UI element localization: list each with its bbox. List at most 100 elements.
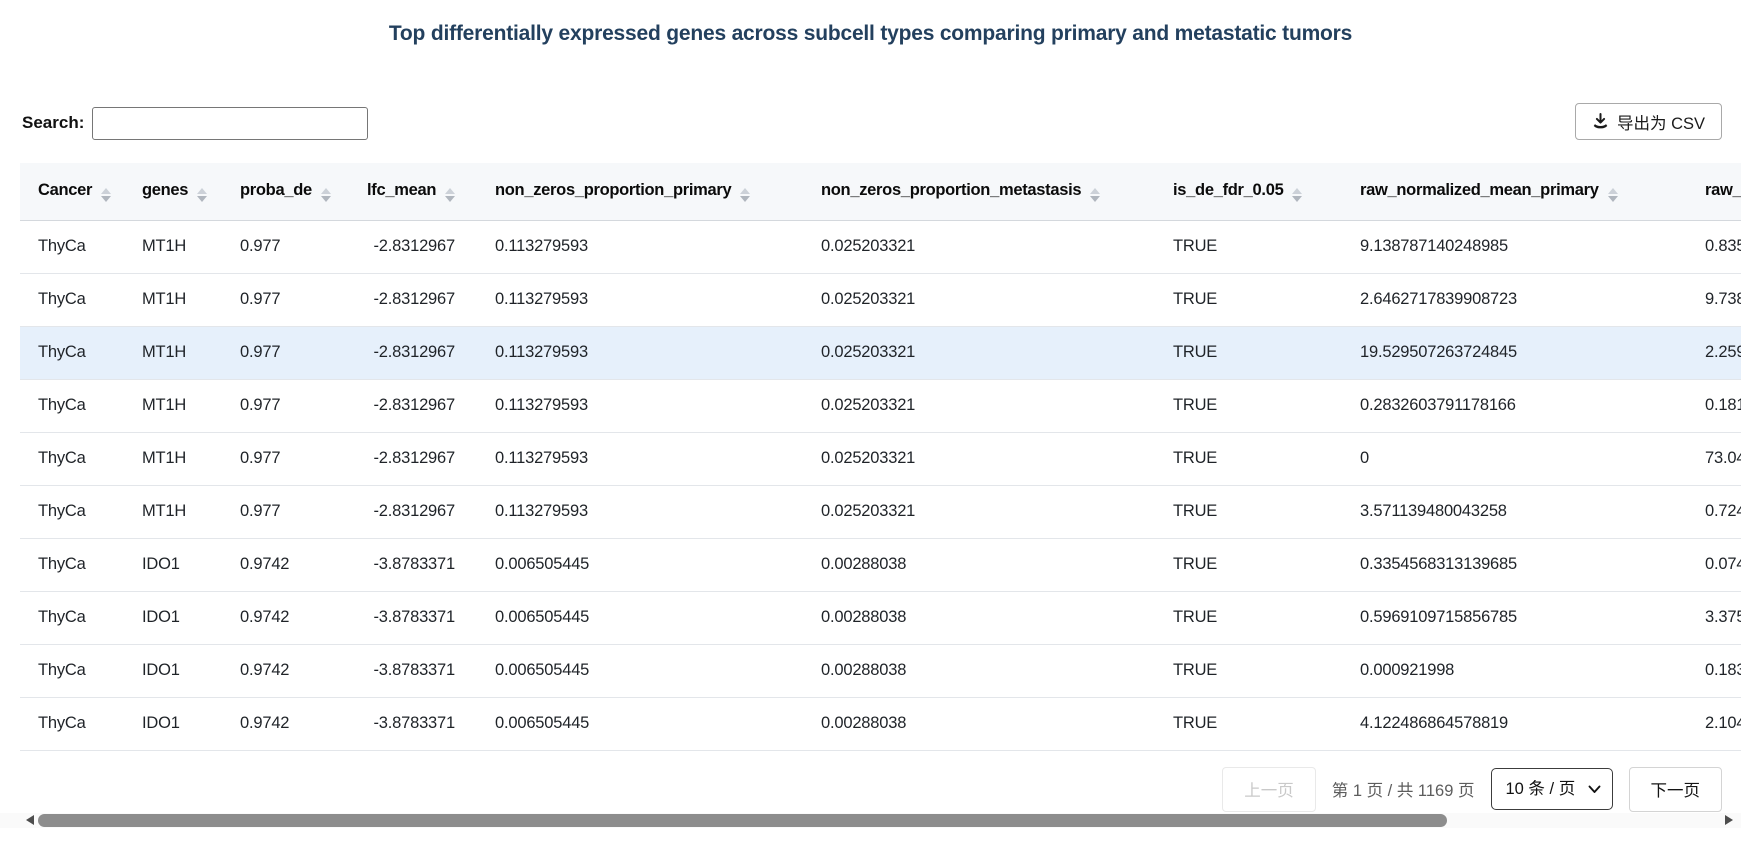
column-header-proba-de[interactable]: proba_de	[222, 163, 349, 221]
export-csv-button[interactable]: 导出为 CSV	[1574, 103, 1722, 140]
cell-non-zeros-proportion-metastasis: 0.025203321	[803, 485, 1155, 539]
cell-is-de-fdr-0-05: TRUE	[1155, 644, 1342, 698]
search-input[interactable]	[92, 106, 369, 140]
column-header-is-de-fdr-0-05[interactable]: is_de_fdr_0.05	[1155, 163, 1342, 221]
cell-non-zeros-proportion-primary: 0.113279593	[477, 485, 803, 539]
cell-is-de-fdr-0-05: TRUE	[1155, 432, 1342, 486]
cell-genes: MT1H	[124, 379, 222, 433]
cell-proba-de: 0.977	[222, 273, 349, 327]
cell-lfc-mean: -3.8783371	[349, 697, 477, 751]
cell-raw: 0.181	[1687, 379, 1741, 433]
cell-proba-de: 0.977	[222, 485, 349, 539]
cell-non-zeros-proportion-metastasis: 0.00288038	[803, 644, 1155, 698]
table-header-row: Cancer genes proba_de lfc_mean non_zeros_pro…	[20, 163, 1741, 221]
column-header-non-zeros-proportion-metastasis[interactable]: non_zeros_proportion_metastasis	[803, 163, 1155, 221]
cell-non-zeros-proportion-primary: 0.113279593	[477, 326, 803, 380]
cell-genes: MT1H	[124, 432, 222, 486]
sort-icon	[101, 187, 112, 202]
column-header-genes[interactable]: genes	[124, 163, 222, 221]
horizontal-scrollbar[interactable]	[0, 813, 1741, 828]
cell-raw: 3.375	[1687, 591, 1741, 645]
cell-proba-de: 0.977	[222, 220, 349, 274]
cell-is-de-fdr-0-05: TRUE	[1155, 379, 1342, 433]
cell-raw-normalized-mean-primary: 3.571139480043258	[1342, 485, 1687, 539]
cell-non-zeros-proportion-metastasis: 0.025203321	[803, 432, 1155, 486]
scroll-left-arrow-icon[interactable]	[26, 815, 34, 825]
table-row: ThyCa MT1H 0.977 -2.8312967 0.113279593 0.025…	[20, 273, 1741, 327]
cell-raw: 2.259	[1687, 326, 1741, 380]
cell-proba-de: 0.9742	[222, 538, 349, 592]
column-label: lfc_mean	[367, 180, 437, 199]
column-label: non_zeros_proportion_primary	[495, 180, 732, 199]
cell-is-de-fdr-0-05: TRUE	[1155, 485, 1342, 539]
cell-non-zeros-proportion-primary: 0.113279593	[477, 273, 803, 327]
cell-non-zeros-proportion-primary: 0.113279593	[477, 220, 803, 274]
page-title: Top differentially expressed genes acros…	[388, 22, 1353, 45]
page-size-select-wrap: 10 条 / 页	[1490, 768, 1613, 810]
column-label: raw_	[1705, 180, 1741, 199]
table-row: ThyCa MT1H 0.977 -2.8312967 0.113279593 0.025…	[20, 485, 1741, 539]
cell-lfc-mean: -3.8783371	[349, 591, 477, 645]
sort-icon	[1292, 187, 1303, 202]
cell-raw: 0.183	[1687, 644, 1741, 698]
cell-non-zeros-proportion-primary: 0.006505445	[477, 591, 803, 645]
next-page-button[interactable]: 下一页	[1628, 766, 1722, 812]
sort-icon	[320, 187, 331, 202]
cell-raw: 73.04	[1687, 432, 1741, 486]
cell-non-zeros-proportion-primary: 0.006505445	[477, 644, 803, 698]
column-header-lfc-mean[interactable]: lfc_mean	[349, 163, 477, 221]
cell-genes: IDO1	[124, 697, 222, 751]
cell-proba-de: 0.9742	[222, 697, 349, 751]
cell-raw: 2.104	[1687, 697, 1741, 751]
cell-raw-normalized-mean-primary: 19.529507263724845	[1342, 326, 1687, 380]
cell-lfc-mean: -2.8312967	[349, 220, 477, 274]
cell-lfc-mean: -2.8312967	[349, 273, 477, 327]
column-label: raw_normalized_mean_primary	[1360, 180, 1599, 199]
column-header-raw[interactable]: raw_	[1687, 163, 1741, 221]
cell-cancer: ThyCa	[20, 379, 124, 433]
cell-raw-normalized-mean-primary: 0	[1342, 432, 1687, 486]
column-header-raw-normalized-mean-primary[interactable]: raw_normalized_mean_primary	[1342, 163, 1687, 221]
cell-proba-de: 0.977	[222, 326, 349, 380]
cell-proba-de: 0.9742	[222, 591, 349, 645]
table-row: ThyCa MT1H 0.977 -2.8312967 0.113279593 0.025…	[20, 379, 1741, 433]
page-size-select[interactable]: 10 条 / 页	[1490, 768, 1613, 810]
cell-lfc-mean: -2.8312967	[349, 432, 477, 486]
cell-cancer: ThyCa	[20, 591, 124, 645]
prev-page-button[interactable]: 上一页	[1222, 766, 1316, 812]
cell-non-zeros-proportion-primary: 0.006505445	[477, 697, 803, 751]
cell-lfc-mean: -2.8312967	[349, 379, 477, 433]
cell-raw: 0.835	[1687, 220, 1741, 274]
cell-non-zeros-proportion-primary: 0.113279593	[477, 432, 803, 486]
cell-genes: MT1H	[124, 326, 222, 380]
cell-genes: MT1H	[124, 485, 222, 539]
cell-cancer: ThyCa	[20, 220, 124, 274]
table-container: Cancer genes proba_de lfc_mean non_zeros_pro…	[20, 163, 1741, 751]
cell-raw-normalized-mean-primary: 0.2832603791178166	[1342, 379, 1687, 433]
cell-raw: 9.738	[1687, 273, 1741, 327]
table-row: ThyCa MT1H 0.977 -2.8312967 0.113279593 0.025…	[20, 432, 1741, 486]
table-row: ThyCa IDO1 0.9742 -3.8783371 0.006505445 0.00…	[20, 591, 1741, 645]
cell-proba-de: 0.9742	[222, 644, 349, 698]
scrollbar-thumb[interactable]	[38, 814, 1447, 827]
column-header-non-zeros-proportion-primary[interactable]: non_zeros_proportion_primary	[477, 163, 803, 221]
cell-non-zeros-proportion-primary: 0.113279593	[477, 379, 803, 433]
download-icon	[1593, 113, 1608, 129]
scroll-right-arrow-icon[interactable]	[1725, 815, 1733, 825]
table-row: ThyCa IDO1 0.9742 -3.8783371 0.006505445 0.00…	[20, 538, 1741, 592]
cell-is-de-fdr-0-05: TRUE	[1155, 326, 1342, 380]
cell-genes: IDO1	[124, 644, 222, 698]
cell-is-de-fdr-0-05: TRUE	[1155, 538, 1342, 592]
cell-raw-normalized-mean-primary: 9.138787140248985	[1342, 220, 1687, 274]
cell-cancer: ThyCa	[20, 644, 124, 698]
cell-raw-normalized-mean-primary: 4.122486864578819	[1342, 697, 1687, 751]
search-label: Search:	[22, 113, 85, 132]
cell-non-zeros-proportion-metastasis: 0.025203321	[803, 273, 1155, 327]
pagination-bar: 上一页 第 1 页 / 共 1169 页 10 条 / 页 下一页	[1222, 766, 1722, 812]
cell-lfc-mean: -2.8312967	[349, 326, 477, 380]
column-header-cancer[interactable]: Cancer	[20, 163, 124, 221]
table-row: ThyCa MT1H 0.977 -2.8312967 0.113279593 0.025…	[20, 326, 1741, 380]
cell-non-zeros-proportion-metastasis: 0.00288038	[803, 591, 1155, 645]
cell-cancer: ThyCa	[20, 273, 124, 327]
cell-genes: MT1H	[124, 273, 222, 327]
